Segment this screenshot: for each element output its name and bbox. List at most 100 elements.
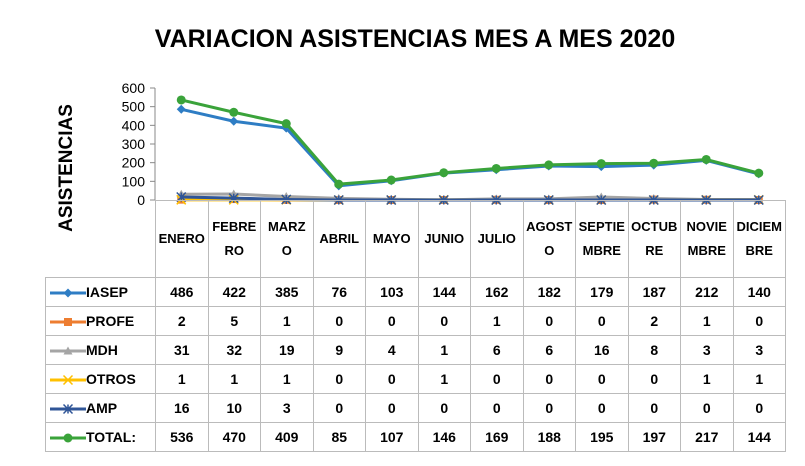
table-value: 409 — [260, 422, 314, 452]
data-table: ENERO FEBRERO MARZO ABRIL MAYO JUNIO JULIO AGOS… — [45, 200, 786, 452]
x-tick-label: JULIO — [470, 200, 524, 278]
table-value: 3 — [260, 393, 314, 423]
table-value: 0 — [470, 393, 524, 423]
marker — [62, 404, 74, 415]
table-value: 76 — [312, 277, 366, 307]
x-tick-label: OCTUBRE — [627, 200, 681, 278]
table-value: 162 — [470, 277, 524, 307]
x-tick-label: NOVIEMBRE — [680, 200, 734, 278]
table-value: 146 — [417, 422, 471, 452]
table-value: 0 — [575, 306, 629, 336]
table-value: 32 — [207, 335, 261, 365]
table-value: 0 — [575, 393, 629, 423]
marker — [701, 154, 711, 164]
table-value: 169 — [470, 422, 524, 452]
legend-swatch — [50, 346, 86, 355]
table-value: 85 — [312, 422, 366, 452]
marker — [64, 318, 72, 327]
legend-entry: MDH — [45, 335, 156, 365]
table-value: 3 — [680, 335, 734, 365]
y-tick-label: 0 — [137, 192, 145, 208]
legend-entry: AMP — [45, 393, 156, 423]
table-value: 0 — [312, 306, 366, 336]
table-value: 107 — [365, 422, 419, 452]
table-row: PROFE 2 5 1 0 0 0 1 0 0 2 1 0 — [45, 306, 786, 336]
y-tick-label: 300 — [122, 136, 146, 152]
x-tick-label: DICIEMBRE — [732, 200, 786, 278]
marker — [62, 375, 74, 386]
marker — [386, 175, 396, 185]
table-value: 103 — [365, 277, 419, 307]
y-tick-label: 500 — [122, 99, 146, 115]
legend-swatch — [50, 375, 86, 386]
table-value: 16 — [575, 335, 629, 365]
table-value: 486 — [155, 277, 209, 307]
table-value: 0 — [627, 364, 681, 394]
table-value: 422 — [207, 277, 261, 307]
table-value: 1 — [260, 364, 314, 394]
table-row: AMP 16 10 3 0 0 0 0 0 0 0 0 0 — [45, 393, 786, 423]
table-value: 0 — [365, 306, 419, 336]
x-tick-label: FEBRERO — [207, 200, 261, 278]
table-value: 0 — [365, 393, 419, 423]
legend-entry: PROFE — [45, 306, 156, 336]
table-value: 0 — [575, 364, 629, 394]
table-value: 0 — [312, 393, 366, 423]
table-value: 182 — [522, 277, 576, 307]
table-value: 0 — [732, 306, 786, 336]
x-tick-label: MARZO — [260, 200, 314, 278]
marker — [544, 160, 554, 170]
table-value: 1 — [680, 364, 734, 394]
legend-entry: TOTAL: — [45, 422, 156, 452]
table-value: 188 — [522, 422, 576, 452]
legend-label: TOTAL: — [86, 428, 137, 445]
table-value: 179 — [575, 277, 629, 307]
x-tick-label: ENERO — [155, 200, 209, 278]
table-value: 1 — [260, 306, 314, 336]
table-value: 0 — [470, 364, 524, 394]
table-value: 217 — [680, 422, 734, 452]
table-value: 1 — [155, 364, 209, 394]
marker — [176, 95, 186, 105]
table-value: 31 — [155, 335, 209, 365]
legend-swatch — [50, 288, 86, 298]
table-value: 0 — [417, 306, 471, 336]
x-tick-label: ABRIL — [312, 200, 366, 278]
marker — [229, 107, 239, 117]
table-row: OTROS 1 1 1 0 0 1 0 0 0 0 1 1 — [45, 364, 786, 394]
x-tick-label: MAYO — [365, 200, 419, 278]
table-value: 1 — [417, 335, 471, 365]
marker — [281, 119, 291, 129]
y-tick-label: 200 — [122, 155, 146, 171]
legend-label: AMP — [86, 399, 118, 416]
table-value: 1 — [732, 364, 786, 394]
table-value: 0 — [365, 364, 419, 394]
table-value: 6 — [522, 335, 576, 365]
marker — [176, 104, 186, 114]
marker — [596, 159, 606, 169]
marker — [63, 433, 73, 443]
table-value: 0 — [732, 393, 786, 423]
legend-entry: IASEP — [45, 277, 156, 307]
table-value: 19 — [260, 335, 314, 365]
table-row: IASEP 486 422 385 76 103 144 162 182 179 187 212 140 — [45, 277, 786, 307]
table-value: 385 — [260, 277, 314, 307]
legend-label: IASEP — [86, 283, 129, 300]
legend-entry: OTROS — [45, 364, 156, 394]
table-value: 8 — [627, 335, 681, 365]
table-value: 0 — [627, 393, 681, 423]
table-row: TOTAL: 536 470 409 85 107 146 169 188 195 197 217 14… — [45, 422, 786, 452]
x-tick-label: JUNIO — [417, 200, 471, 278]
table-value: 16 — [155, 393, 209, 423]
table-row: MDH 31 32 19 9 4 1 6 6 16 8 3 3 — [45, 335, 786, 365]
x-tick-label: AGOSTO — [522, 200, 576, 278]
table-value: 536 — [155, 422, 209, 452]
y-axis-label: ASISTENCIAS — [56, 104, 77, 232]
table-value: 10 — [207, 393, 261, 423]
chart-title: VARIACION ASISTENCIAS MES A MES 2020 — [155, 25, 675, 53]
marker — [649, 158, 659, 168]
table-value: 212 — [680, 277, 734, 307]
table-value: 0 — [417, 393, 471, 423]
series-line — [180, 98, 760, 186]
